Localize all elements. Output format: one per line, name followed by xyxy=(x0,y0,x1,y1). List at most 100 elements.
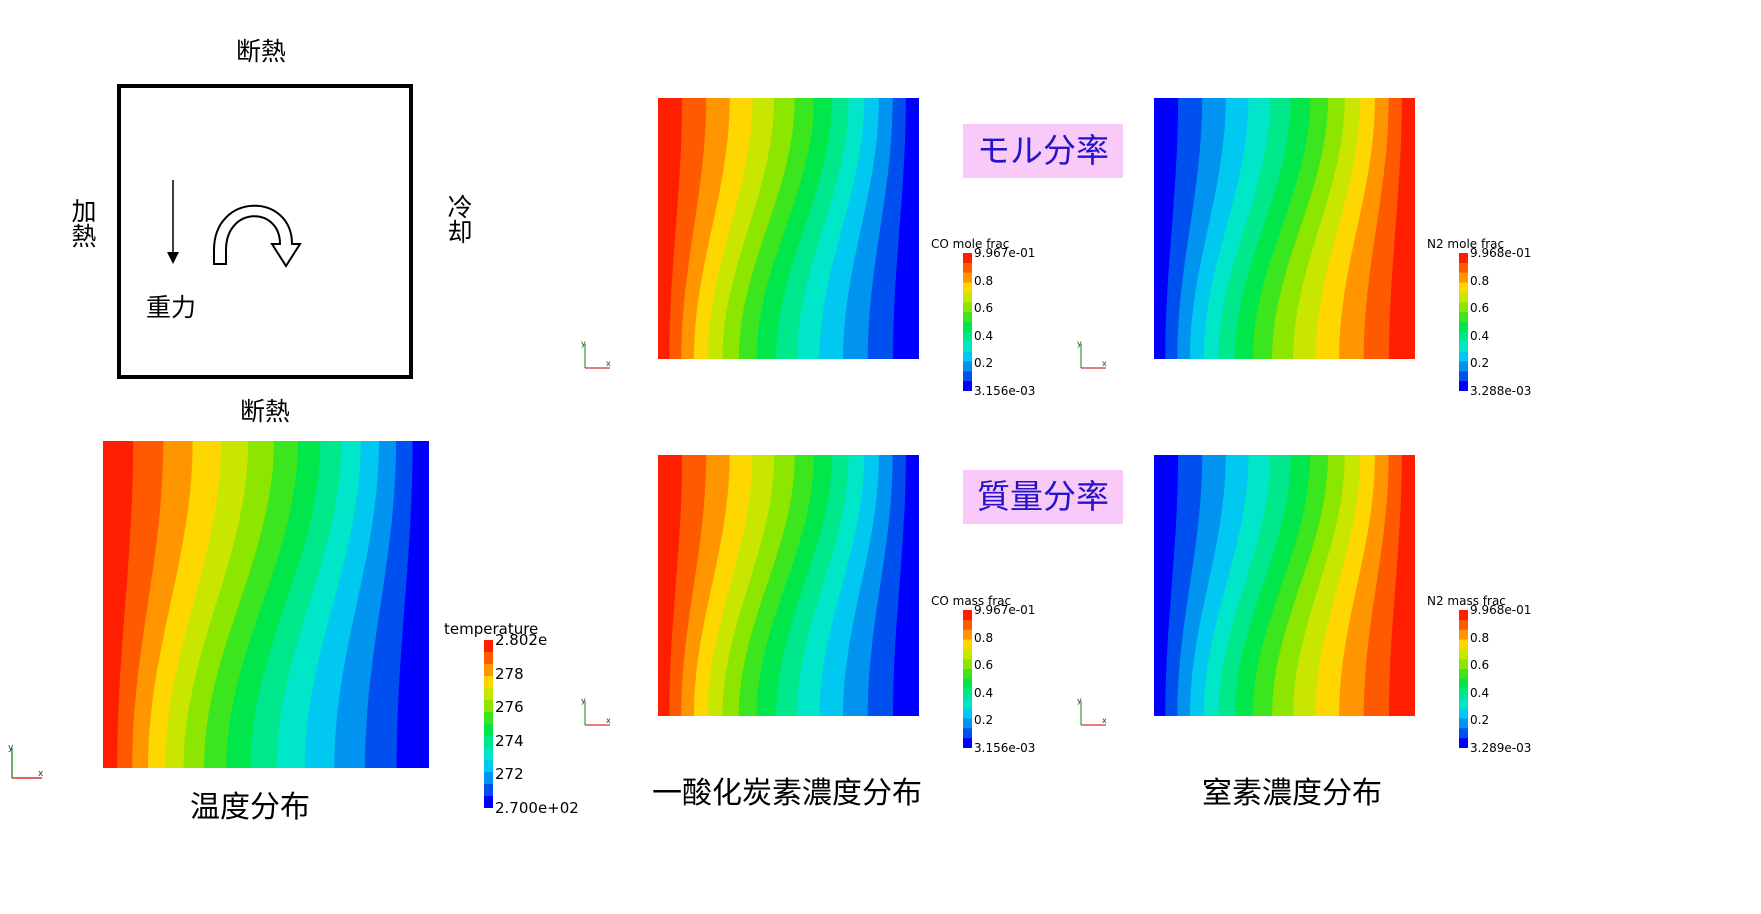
colorbar-swatch xyxy=(963,302,972,313)
svg-text:x: x xyxy=(606,359,611,368)
colorbar-swatch xyxy=(963,341,972,353)
colorbar-swatch xyxy=(963,322,972,333)
colorbar-swatch xyxy=(1459,619,1468,631)
colorbar-tick-label: 0.6 xyxy=(1470,658,1490,673)
svg-text:x: x xyxy=(1102,359,1107,368)
colorbar-gradient xyxy=(963,610,972,748)
colorbar-swatch xyxy=(963,669,972,680)
n2-mole-band xyxy=(1388,98,1415,359)
svg-text:x: x xyxy=(38,769,44,779)
colorbar-swatch xyxy=(963,610,972,621)
co-mass-fraction-plot xyxy=(658,455,919,716)
gravity-arrow-icon xyxy=(167,180,179,264)
colorbar-swatch xyxy=(963,282,972,294)
colorbar-tick-label: 9.968e-01 xyxy=(1470,246,1532,260)
colorbar-swatch xyxy=(1459,679,1468,690)
left-boundary-label: 加熱 xyxy=(68,198,97,248)
n2-mass-band xyxy=(1388,455,1415,716)
colorbar-tick-label: 0.2 xyxy=(974,713,994,728)
colorbar-swatch xyxy=(484,760,493,773)
colorbar-swatch xyxy=(963,649,972,660)
n2-mass-fraction-plot xyxy=(1154,455,1415,716)
colorbar-tick-label: 2.802e xyxy=(495,631,548,649)
co-mole-fraction-plot xyxy=(658,98,919,359)
colorbar-swatch xyxy=(484,664,493,677)
colorbar-tick-label: 2.700e+02 xyxy=(495,799,579,817)
colorbar-swatch xyxy=(963,371,972,382)
colorbar-swatch xyxy=(963,688,972,700)
colorbar-swatch xyxy=(1459,639,1468,651)
colorbar-swatch xyxy=(1459,708,1468,720)
svg-text:y: y xyxy=(581,340,586,348)
colorbar-tick-label: 0.6 xyxy=(1470,301,1490,316)
svg-text:x: x xyxy=(606,716,611,725)
colorbar-swatch xyxy=(963,619,972,631)
colorbar-title: temperature xyxy=(444,620,539,638)
colorbar-tick-label: 0.4 xyxy=(1470,328,1490,343)
colorbar-swatch xyxy=(484,748,493,761)
mole-fraction-label: モル分率 xyxy=(963,124,1123,178)
colorbar-swatch xyxy=(1459,649,1468,660)
co-mole-band xyxy=(892,98,919,359)
colorbar-tick-label: 9.967e-01 xyxy=(974,246,1036,260)
axis-triad-icon: y x xyxy=(581,697,611,726)
colorbar-swatch xyxy=(963,698,972,710)
colorbar-gradient xyxy=(484,640,493,808)
colorbar-gradient xyxy=(1459,610,1468,748)
axis-triad-icon: y x xyxy=(581,340,611,369)
colorbar-tick-label: 9.967e-01 xyxy=(974,603,1036,617)
colorbar-tick-label: 0.8 xyxy=(1470,630,1490,645)
axis-triad-icon: y x xyxy=(8,743,44,779)
cavity-box xyxy=(117,84,413,379)
svg-text:x: x xyxy=(1102,716,1107,725)
colorbar-title: CO mass frac xyxy=(931,594,1012,608)
colorbar-tick-label: 0.8 xyxy=(1470,273,1490,288)
co-caption: 一酸化炭素濃度分布 xyxy=(652,776,922,811)
colorbar-swatch xyxy=(963,728,972,739)
gravity-label: 重力 xyxy=(146,293,197,322)
colorbar-swatch xyxy=(963,718,972,729)
colorbar-swatch xyxy=(1459,371,1468,382)
colorbar-swatch xyxy=(484,640,493,653)
colorbar-tick-label: 3.289e-03 xyxy=(1470,741,1532,755)
colorbar-tick-label: 0.8 xyxy=(974,630,994,645)
colorbar-swatch xyxy=(963,253,972,264)
colorbar-tick-label: 0.4 xyxy=(1470,685,1490,700)
colorbar-swatch xyxy=(963,312,972,323)
colorbar-swatch xyxy=(1459,669,1468,680)
colorbar-tick-label: 274 xyxy=(495,731,524,750)
colorbar-tick-label: 0.4 xyxy=(974,685,994,700)
colorbar-tick-label: 0.2 xyxy=(1470,713,1490,728)
right-boundary-label: 冷却 xyxy=(444,194,473,244)
colorbar-tick-label: 272 xyxy=(495,765,524,784)
colorbar-title: N2 mole frac xyxy=(1427,237,1505,251)
co-mass-band xyxy=(892,455,919,716)
colorbar-swatch xyxy=(1459,341,1468,353)
colorbar-swatch xyxy=(963,272,972,284)
colorbar-swatch xyxy=(1459,282,1468,294)
colorbar-tick-label: 278 xyxy=(495,664,524,683)
colorbar-swatch xyxy=(1459,718,1468,729)
temperature-contour-plot xyxy=(103,441,429,768)
colorbar-tick-label: 0.2 xyxy=(1470,356,1490,371)
colorbar-swatch xyxy=(484,772,493,785)
colorbar-swatch xyxy=(1459,728,1468,739)
colorbar-swatch xyxy=(1459,698,1468,710)
colorbar-swatch xyxy=(1459,312,1468,323)
bottom-boundary-label: 断熱 xyxy=(240,397,291,426)
colorbar-swatch xyxy=(963,679,972,690)
colorbar-tick-label: 3.288e-03 xyxy=(1470,384,1532,398)
colorbar-swatch xyxy=(484,676,493,689)
colorbar-swatch xyxy=(1459,302,1468,313)
top-boundary-label: 断熱 xyxy=(236,37,287,66)
colorbar-swatch xyxy=(1459,262,1468,274)
colorbar-swatch xyxy=(963,629,972,641)
colorbar-swatch xyxy=(963,351,972,363)
colorbar-swatch xyxy=(1459,351,1468,363)
colorbar-swatch xyxy=(963,292,972,303)
colorbar-swatch xyxy=(963,738,972,748)
colorbar-swatch xyxy=(484,724,493,737)
colorbar-tick-label: 0.8 xyxy=(974,273,994,288)
colorbar-swatch xyxy=(963,639,972,651)
colorbar-swatch xyxy=(484,796,493,808)
